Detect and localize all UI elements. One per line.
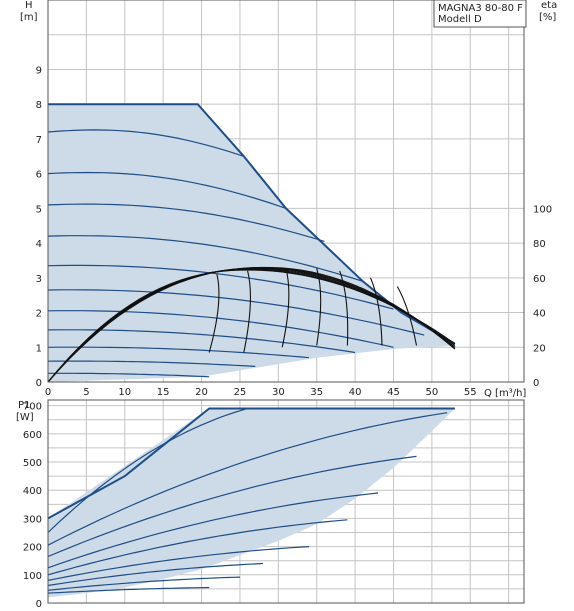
head-tick-label: 3 [36, 274, 42, 285]
eta-tick-label: 60 [533, 274, 546, 285]
flow-tick-label: 40 [349, 387, 362, 398]
flow-tick-label: 50 [426, 387, 439, 398]
efficiency-curve [47, 266, 456, 383]
eta-axis-label-line1: eta [541, 0, 557, 11]
flow-tick-label: 45 [387, 387, 400, 398]
head-curve [47, 346, 310, 359]
power-curve [47, 455, 417, 558]
flow-tick-label: 15 [157, 387, 170, 398]
head-curve [48, 372, 210, 378]
power-tick-label: 700 [23, 402, 42, 413]
eta-tick-label: 100 [533, 204, 552, 215]
power-plot-area [47, 407, 455, 598]
head-axis-label-line1: H [25, 0, 33, 11]
efficiency-drop-curve [243, 270, 251, 353]
head-tick-label: 2 [36, 309, 42, 320]
power-tick-label: 0 [36, 599, 42, 610]
efficiency-drop-curve [369, 277, 383, 346]
power-tick-label: 200 [23, 543, 42, 554]
head-curve [47, 171, 287, 209]
head-tick-label: 7 [36, 135, 42, 146]
power-axis-label-line2: [W] [16, 412, 34, 423]
head-plot-frame [47, 0, 525, 383]
tick-labels: 0 5 10 15 20 25 30 35 40 45 50 55012345678902040608… [23, 65, 552, 610]
power-tick-label: 300 [23, 514, 42, 525]
head-curve [47, 360, 256, 367]
power-curve [47, 519, 348, 576]
eta-axis-label-line2: [%] [539, 12, 556, 23]
flow-tick-label: 30 [272, 387, 285, 398]
power-plot-frame [47, 399, 525, 604]
power-tick-label: 100 [23, 571, 42, 582]
power-curve [47, 586, 210, 594]
head-curve [47, 289, 425, 336]
chart-subtitle: Modell D [438, 14, 482, 25]
power-curve [47, 546, 310, 581]
head-curve [47, 129, 244, 157]
head-tick-label: 4 [36, 239, 42, 250]
head-tick-label: 8 [36, 100, 42, 111]
flow-tick-label: 25 [234, 387, 247, 398]
efficiency-drop-curve [396, 286, 418, 346]
flow-tick-label: 5 [83, 387, 89, 398]
flow-axis-label: Q [m³/h] [484, 388, 526, 399]
flow-tick-label: 10 [118, 387, 131, 398]
power-axis-label-line1: P1 [18, 400, 30, 411]
eta-tick-label: 40 [533, 309, 546, 320]
head-curve [47, 310, 394, 348]
efficiency-drop-curve [281, 268, 290, 348]
power-curve [47, 407, 248, 533]
head-tick-label: 5 [36, 204, 42, 215]
eta-tick-label: 0 [533, 378, 539, 389]
efficiency-drop-curve [208, 274, 220, 353]
eta-tick-label: 20 [533, 343, 546, 354]
chart-title: MAGNA3 80-80 F [438, 3, 523, 14]
head-max-curve [48, 103, 456, 345]
head-tick-label: 6 [36, 170, 42, 181]
power-tick-label: 400 [23, 486, 42, 497]
flow-tick-label: 55 [464, 387, 477, 398]
head-curve [47, 203, 325, 242]
eta-tick-label: 80 [533, 239, 546, 250]
power-tick-label: 500 [23, 458, 42, 469]
power-tick-label: 600 [23, 430, 42, 441]
flow-tick-label: 0 [45, 387, 51, 398]
flow-tick-label: 20 [195, 387, 208, 398]
head-tick-label: 0 [36, 378, 42, 389]
head-plot-area [47, 103, 456, 383]
head-curve [47, 264, 394, 310]
head-tick-label: 9 [36, 65, 42, 76]
flow-tick-label: 35 [310, 387, 323, 398]
power-curve [47, 576, 240, 591]
head-axis-label-line2: [m] [20, 12, 38, 23]
efficiency-drop-curve [316, 268, 322, 346]
power-curve [47, 412, 448, 546]
power-curve [47, 562, 264, 587]
power-curve [47, 492, 379, 569]
head-tick-label: 1 [36, 343, 42, 354]
efficiency-drop-curve [339, 270, 349, 346]
power-max-curve [47, 407, 455, 520]
title-box [433, 0, 527, 28]
head-curve [47, 235, 363, 282]
